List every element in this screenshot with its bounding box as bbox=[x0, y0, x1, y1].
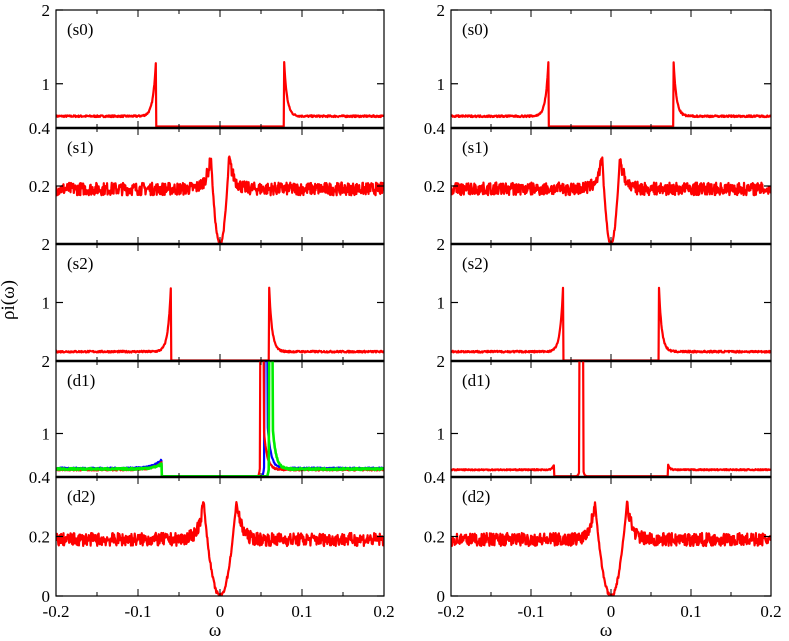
panel-left-3: 2 1 (d1) bbox=[42, 352, 385, 479]
y-tick-label: 0.4 bbox=[29, 119, 51, 138]
y-tick-label: 0 bbox=[437, 587, 446, 606]
x-tick-label: -0.2 bbox=[438, 602, 465, 621]
series-line-red bbox=[56, 501, 384, 596]
panel-right-1: 0.2 (s1) bbox=[424, 127, 772, 246]
y-tick-label: 0.2 bbox=[29, 177, 50, 196]
y-tick-label: 0.4 bbox=[424, 119, 446, 138]
panel-frame bbox=[55, 9, 385, 129]
panel-label: (d2) bbox=[67, 487, 95, 506]
panel-label: (s2) bbox=[462, 254, 488, 273]
panel-left-4: 0.4 0.2 0 (d2) bbox=[29, 468, 385, 606]
y-tick-label: 2 bbox=[437, 352, 446, 371]
panel-left-2: 2 1 (s2) bbox=[42, 235, 385, 363]
panel-frame bbox=[450, 243, 772, 362]
y-tick-label: 0.4 bbox=[29, 468, 51, 487]
panel-label: (s0) bbox=[462, 20, 488, 39]
y-tick-label: 0.2 bbox=[424, 177, 445, 196]
panel-right-0: 0.4 1 2 (s0) bbox=[424, 1, 772, 138]
panel-frame bbox=[450, 360, 772, 478]
y-tick-label: 0.2 bbox=[29, 528, 50, 547]
panel-left-1: 0.2 (s1) bbox=[29, 127, 385, 246]
y-tick-label: 1 bbox=[42, 425, 51, 444]
x-tick-label: 0.2 bbox=[373, 602, 394, 621]
series-line-red bbox=[451, 500, 771, 596]
series-line-red bbox=[56, 286, 384, 361]
panel-frame bbox=[55, 243, 385, 362]
y-tick-label: 1 bbox=[437, 75, 446, 94]
panel-label: (s2) bbox=[67, 254, 93, 273]
y-tick-label: 1 bbox=[437, 425, 446, 444]
panel-right-3: 2 1 (d1) bbox=[437, 352, 772, 479]
series-line-red bbox=[451, 286, 771, 361]
y-tick-label: 2 bbox=[42, 352, 51, 371]
panel-right-4: 0.4 0.2 0 (d2) bbox=[424, 468, 772, 606]
y-axis-title: ρi(ω) bbox=[0, 280, 19, 320]
y-tick-label: 2 bbox=[437, 1, 446, 20]
x-tick-label: -0.1 bbox=[518, 602, 545, 621]
x-axis-title: ω bbox=[209, 620, 222, 641]
series-line-red bbox=[56, 155, 384, 244]
x-tick-label: -0.1 bbox=[125, 602, 152, 621]
panel-label: (s0) bbox=[67, 20, 93, 39]
panel-right-2: 2 1 (s2) bbox=[437, 235, 772, 363]
panel-label: (d2) bbox=[462, 487, 490, 506]
panel-frame bbox=[55, 360, 385, 478]
x-tick-label: 0.1 bbox=[291, 602, 312, 621]
y-tick-label: 1 bbox=[42, 75, 51, 94]
y-tick-label: 1 bbox=[42, 294, 51, 313]
panel-label: (d1) bbox=[67, 371, 95, 390]
x-tick-label: 0 bbox=[216, 602, 225, 621]
panel-label: (s1) bbox=[462, 138, 488, 157]
y-tick-label: 0.2 bbox=[424, 528, 445, 547]
series-line-red bbox=[56, 60, 384, 128]
x-tick-label: 0 bbox=[607, 602, 616, 621]
y-tick-label: 0 bbox=[42, 587, 51, 606]
y-tick-label: 2 bbox=[42, 1, 51, 20]
panel-label: (s1) bbox=[67, 138, 93, 157]
series-line-red bbox=[451, 61, 771, 128]
panel-left-0: 0.4 1 2 (s0) bbox=[29, 1, 385, 138]
panel-frame bbox=[450, 9, 772, 129]
x-tick-label: 0.1 bbox=[680, 602, 701, 621]
x-tick-label: -0.2 bbox=[43, 602, 70, 621]
y-tick-label: 2 bbox=[42, 235, 51, 254]
y-tick-label: 1 bbox=[437, 294, 446, 313]
y-tick-label: 0.4 bbox=[424, 468, 446, 487]
y-tick-label: 2 bbox=[437, 235, 446, 254]
panel-label: (d1) bbox=[462, 371, 490, 390]
x-axis-title: ω bbox=[600, 620, 613, 641]
series-line-red bbox=[451, 156, 771, 244]
x-tick-label: 0.2 bbox=[760, 602, 781, 621]
